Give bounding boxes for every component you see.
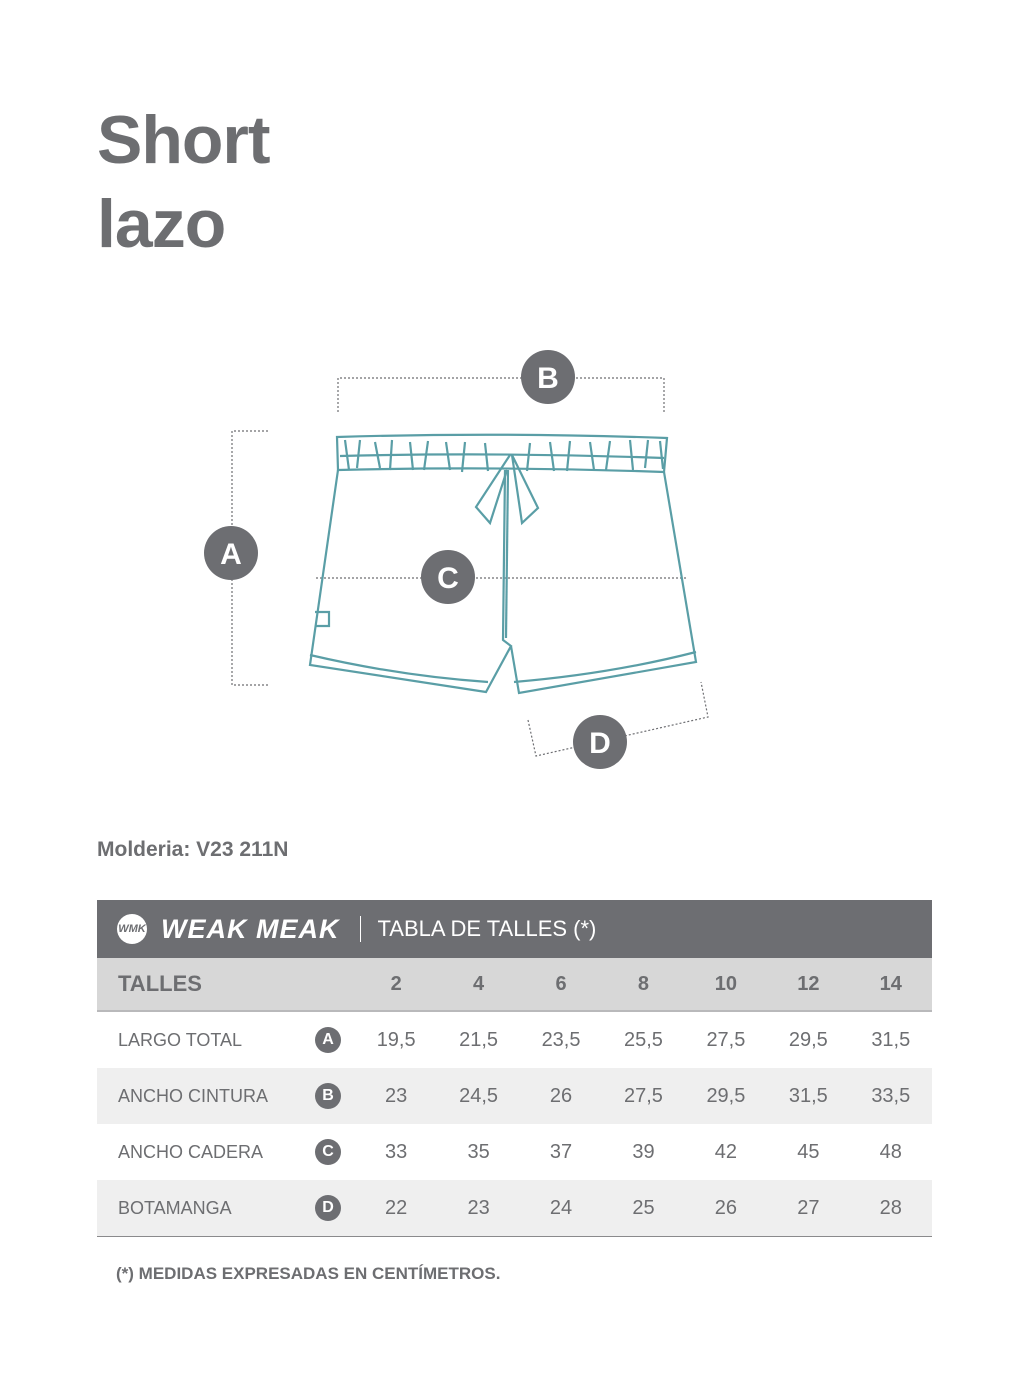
header-label: TALLES [118, 971, 202, 996]
measure-badge: D [314, 1195, 341, 1221]
table-cell: 21,5 [459, 1028, 499, 1051]
product-title-line1: Short [97, 102, 271, 178]
marker-c-label: C [437, 562, 459, 595]
measure-badge: B [314, 1083, 341, 1109]
table-row: BOTAMANGA D 22 23 24 25 26 27 28 [97, 1180, 932, 1237]
table-cell: 33,5 [871, 1084, 911, 1107]
table-cell: 23 [385, 1084, 408, 1107]
table-cell: 25 [632, 1196, 655, 1219]
size-header: 8 [637, 972, 650, 995]
marker-a: A [204, 526, 258, 580]
table-row: ANCHO CINTURA B 23 24,5 26 27,5 29,5 31,5 33,5 [97, 1068, 932, 1124]
table-header-row: TALLES 2 4 6 8 10 12 14 [97, 958, 932, 1012]
brand-logo: WMK WEAK MEAK [117, 914, 340, 945]
brand-logo-icon: WMK [117, 914, 147, 944]
table-cell: 27,5 [706, 1028, 746, 1051]
marker-c: C [421, 550, 475, 604]
marker-d: D [573, 715, 627, 769]
divider [359, 916, 361, 942]
table-cell: 27,5 [624, 1084, 663, 1107]
marker-b-label: B [537, 362, 559, 395]
measure-line-b [337, 377, 665, 412]
size-header: 6 [555, 972, 567, 995]
table-cell: 31,5 [871, 1028, 911, 1051]
shorts-diagram: B A C D [204, 350, 709, 769]
size-header: 2 [390, 972, 402, 995]
shorts-outline [308, 433, 698, 695]
table-cell: 33 [385, 1140, 408, 1163]
table-cell: 27 [797, 1196, 820, 1219]
table-cell: 39 [632, 1140, 655, 1163]
marker-b: B [521, 350, 575, 404]
table-cell: 19,5 [376, 1028, 416, 1051]
marker-d-label: D [589, 727, 611, 760]
table-cell: 48 [879, 1140, 902, 1163]
size-header: 4 [473, 972, 485, 995]
table-cell: 42 [714, 1140, 738, 1163]
table-cell: 24 [549, 1196, 573, 1219]
table-cell: 28 [879, 1196, 902, 1219]
table-cell: 31,5 [788, 1084, 828, 1107]
table-cell: 29,5 [706, 1084, 746, 1107]
size-table: WMK WEAK MEAK TABLA DE TALLES (*) TALLES… [97, 900, 932, 1237]
table-title-bar: WMK WEAK MEAK TABLA DE TALLES (*) [97, 900, 932, 958]
table-cell: 23,5 [541, 1028, 581, 1051]
table-cell: 24,5 [459, 1084, 499, 1107]
table-cell: 29,5 [788, 1028, 828, 1051]
size-header: 10 [714, 972, 738, 995]
table-cell: 23 [467, 1196, 490, 1219]
footnote: (*) MEDIDAS EXPRESADAS EN CENTÍMETROS. [116, 1264, 501, 1283]
table-row: LARGO TOTAL A 19,5 21,5 23,5 25,5 27,5 29,5 31,5 [97, 1012, 932, 1068]
row-label: ANCHO CINTURA [118, 1085, 269, 1106]
marker-a-label: A [220, 538, 242, 571]
brand-name: WEAK MEAK [161, 913, 340, 944]
table-cell: 26 [549, 1084, 573, 1107]
row-label: LARGO TOTAL [118, 1029, 243, 1050]
row-label: ANCHO CADERA [118, 1141, 264, 1162]
molderia-code: Molderia: V23 211N [97, 838, 289, 861]
table-cell: 25,5 [624, 1028, 663, 1051]
product-title-line2: lazo [97, 186, 226, 262]
table-cell: 26 [714, 1196, 738, 1219]
measure-line-a [231, 430, 268, 686]
table-cell: 22 [385, 1196, 408, 1219]
table-cell: 45 [797, 1140, 820, 1163]
measure-badge: C [314, 1139, 341, 1165]
measure-badge: A [314, 1027, 341, 1053]
table-row: ANCHO CADERA C 33 35 37 39 42 45 48 [97, 1124, 932, 1180]
table-cell: 37 [549, 1140, 573, 1163]
size-header: 14 [879, 972, 902, 995]
table-title: TABLA DE TALLES (*) [377, 916, 597, 941]
table-cell: 35 [467, 1140, 490, 1163]
row-label: BOTAMANGA [118, 1197, 232, 1218]
size-header: 12 [797, 972, 820, 995]
